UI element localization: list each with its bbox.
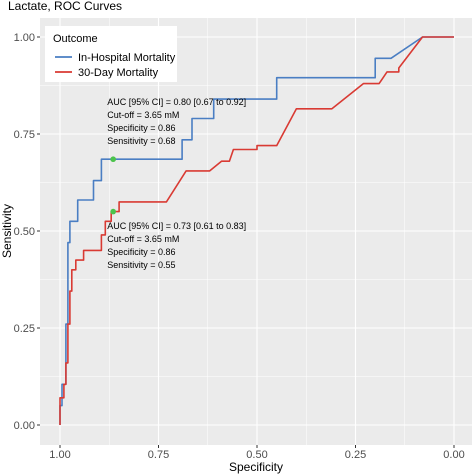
x-tick-label: 0.00 [443, 449, 464, 461]
grid-layer [40, 18, 472, 445]
cutoff-point [110, 208, 116, 215]
legend-label-in-hospital: In-Hospital Mortality [78, 52, 176, 64]
chart-title: Lactate, ROC Curves [8, 0, 122, 13]
x-axis-title: Specificity [229, 460, 283, 474]
series-line-in-hospital [59, 36, 454, 425]
annotation-line: Cut-off = 3.65 mM [107, 110, 179, 120]
x-tick-label: 0.50 [246, 449, 267, 461]
legend: Outcome In-Hospital Mortality 30-Day Mor… [45, 26, 177, 82]
y-axis-ticks: 0.00 0.25 0.50 0.75 1.00 [14, 32, 40, 432]
legend-label-thirty-day: 30-Day Mortality [78, 67, 159, 79]
annotation-line: Sensitivity = 0.68 [107, 136, 175, 146]
x-axis-ticks: 1.00 0.75 0.50 0.25 0.00 [49, 445, 465, 461]
y-tick-label: 0.00 [14, 420, 35, 432]
y-tick-label: 0.25 [14, 323, 35, 335]
legend-title: Outcome [53, 33, 98, 45]
annotation-line: Specificity = 0.86 [107, 247, 175, 257]
cutoff-point [110, 156, 116, 163]
y-tick-label: 0.75 [14, 129, 35, 141]
annotations-layer: AUC [95% CI] = 0.80 [0.67 to 0.92] Cut-of… [107, 97, 246, 270]
cutoff-points-layer [110, 156, 116, 215]
annotation-line: AUC [95% CI] = 0.80 [0.67 to 0.92] [107, 97, 246, 107]
annotation-line: Specificity = 0.86 [107, 123, 175, 133]
annotation-line: AUC [95% CI] = 0.73 [0.61 to 0.83] [107, 221, 246, 231]
annotation-line: Sensitivity = 0.55 [107, 260, 175, 270]
x-tick-label: 1.00 [49, 449, 70, 461]
y-axis-title: Sensitivity [0, 204, 14, 258]
y-tick-label: 1.00 [14, 32, 35, 44]
x-tick-label: 0.75 [148, 449, 169, 461]
y-tick-label: 0.50 [14, 226, 35, 238]
annotation-line: Cut-off = 3.65 mM [107, 234, 179, 244]
x-tick-label: 0.25 [345, 449, 366, 461]
